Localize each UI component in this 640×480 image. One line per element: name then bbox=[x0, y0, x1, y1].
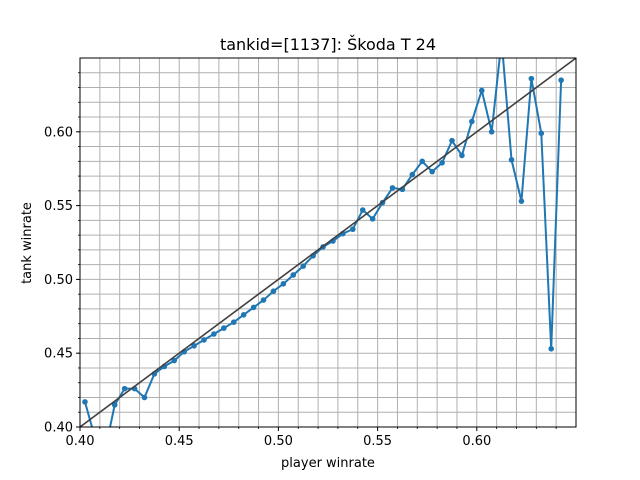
y-tick-label: 0.55 bbox=[44, 199, 73, 214]
x-tick-label: 0.40 bbox=[66, 434, 95, 449]
data-point bbox=[260, 297, 267, 303]
data-point bbox=[270, 288, 277, 295]
y-tick-label: 0.60 bbox=[44, 125, 73, 140]
data-point bbox=[538, 130, 545, 137]
x-tick-label: 0.50 bbox=[264, 434, 293, 449]
data-point bbox=[290, 272, 297, 278]
data-point bbox=[469, 118, 475, 125]
data-point bbox=[221, 325, 227, 331]
data-point bbox=[82, 399, 88, 405]
data-point bbox=[558, 77, 564, 83]
y-tick-label: 0.45 bbox=[44, 347, 73, 362]
data-point bbox=[449, 137, 455, 144]
x-axis-label: player winrate bbox=[281, 456, 375, 471]
data-point bbox=[121, 385, 128, 392]
data-point bbox=[280, 281, 287, 287]
x-tick-label: 0.60 bbox=[462, 434, 491, 449]
y-axis-label: tank winrate bbox=[20, 202, 35, 284]
data-point bbox=[300, 263, 307, 269]
data-point bbox=[359, 207, 366, 213]
chart-title: tankid=[1137]: Škoda T 24 bbox=[220, 35, 436, 54]
data-point bbox=[548, 345, 554, 352]
data-point bbox=[459, 152, 465, 159]
data-point bbox=[230, 319, 237, 326]
data-point bbox=[369, 216, 376, 222]
plot-area bbox=[80, 58, 576, 427]
data-point bbox=[508, 157, 515, 163]
y-tick-label: 0.40 bbox=[44, 421, 73, 436]
data-point bbox=[240, 312, 247, 318]
data-point bbox=[439, 159, 445, 166]
data-point bbox=[478, 87, 485, 94]
data-point bbox=[389, 185, 396, 191]
grid bbox=[80, 58, 576, 427]
axes-frame bbox=[79, 57, 577, 428]
data-point bbox=[409, 171, 416, 178]
data-point bbox=[429, 168, 435, 175]
y-tick-label: 0.50 bbox=[44, 273, 73, 288]
data-point bbox=[419, 158, 426, 165]
data-point bbox=[201, 337, 207, 343]
data-point bbox=[518, 198, 525, 204]
ticks: 0.40 0.45 0.50 0.55 0.60 0.40 0.45 0.50 0.55 0.60 bbox=[44, 72, 557, 449]
data-point bbox=[488, 129, 495, 135]
x-tick-label: 0.45 bbox=[165, 434, 194, 449]
data-point bbox=[250, 304, 257, 311]
data-point bbox=[191, 343, 197, 349]
data-point bbox=[141, 394, 148, 401]
data-point bbox=[211, 331, 217, 337]
series-line-reference bbox=[80, 58, 576, 427]
data-point bbox=[171, 357, 178, 364]
x-tick-label: 0.55 bbox=[363, 434, 392, 449]
data-point bbox=[528, 75, 535, 82]
data-point bbox=[111, 402, 118, 408]
data-point bbox=[350, 226, 356, 233]
